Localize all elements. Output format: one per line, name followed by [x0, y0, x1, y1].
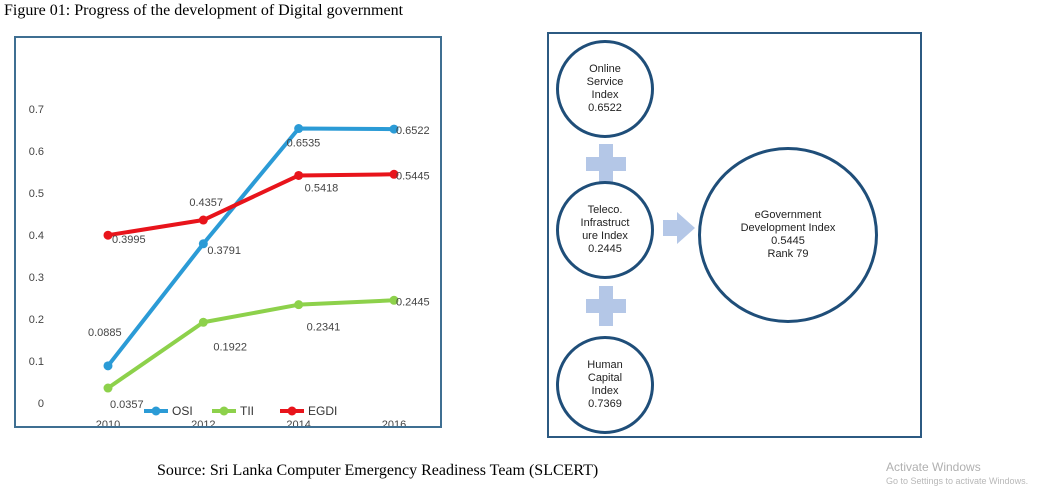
y-tick-label-0.6: 0.6 — [29, 146, 44, 158]
data-point-osi-2016 — [389, 124, 399, 134]
legend-label-osi: OSI — [172, 404, 193, 418]
series-line-tii — [106, 298, 396, 391]
data-point-osi-2012 — [198, 239, 208, 249]
egdi-line-1: eGovernment — [754, 209, 822, 221]
y-tick-label-0.2: 0.2 — [29, 314, 44, 326]
legend-marker-osi — [151, 406, 161, 416]
data-point-egdi-2010 — [103, 230, 113, 240]
data-label-egdi-2012: 0.4357 — [189, 197, 223, 209]
data-label-tii-2010: 0.0357 — [110, 399, 144, 411]
y-tick-label-0: 0 — [38, 398, 44, 410]
figure-title: Figure 01: Progress of the development o… — [4, 2, 404, 19]
data-label-osi-2014: 0.6535 — [287, 138, 321, 150]
egdi-diagram: Online Service Index 0.6522 Teleco. Infr… — [547, 32, 922, 438]
x-tick-label-2016: 2016 — [382, 419, 406, 426]
y-tick-label-0.7: 0.7 — [29, 104, 44, 116]
data-point-tii-2016 — [389, 295, 399, 305]
legend-label-tii: TII — [240, 404, 254, 418]
tii-line-1: Teleco. — [587, 204, 623, 216]
tii-value: 0.2445 — [588, 243, 622, 255]
line-chart-panel: 0 0.1 0.2 0.3 0.4 0.5 0.6 0.7 2010 2012 2014 2016 0.… — [14, 36, 442, 428]
data-label-tii-2014: 0.2341 — [307, 322, 341, 334]
y-tick-label-0.3: 0.3 — [29, 272, 44, 284]
egdi-line-2: Development Index — [740, 222, 836, 234]
tii-line-3: ure Index — [582, 230, 628, 242]
line-chart: 0 0.1 0.2 0.3 0.4 0.5 0.6 0.7 2010 2012 2014 2016 0.… — [29, 104, 430, 426]
data-label-tii-2012: 0.1922 — [213, 341, 247, 353]
hci-value: 0.7369 — [588, 398, 622, 410]
x-tick-label-2010: 2010 — [96, 419, 120, 426]
source-caption: Source: Sri Lanka Computer Emergency Rea… — [157, 462, 599, 479]
y-tick-label-0.1: 0.1 — [29, 356, 44, 368]
osi-circle: Online Service Index 0.6522 — [556, 40, 654, 138]
data-point-egdi-2014 — [294, 170, 304, 180]
osi-line-3: Index — [591, 89, 619, 101]
data-label-tii-2016: 0.2445 — [396, 296, 430, 308]
data-label-osi-2010: 0.0885 — [88, 327, 122, 339]
y-tick-label-0.4: 0.4 — [29, 230, 44, 242]
egdi-value: 0.5445 — [771, 235, 805, 247]
series-line-egdi — [106, 172, 396, 238]
egdi-rank: Rank 79 — [767, 248, 809, 260]
data-label-osi-2016: 0.6522 — [396, 125, 430, 137]
x-tick-label-2012: 2012 — [191, 419, 215, 426]
data-point-tii-2012 — [198, 317, 208, 327]
activate-windows-title: Activate Windows — [886, 460, 981, 474]
plus-icon — [586, 144, 626, 184]
data-point-egdi-2012 — [198, 215, 208, 225]
data-label-egdi-2010: 0.3995 — [112, 234, 146, 246]
data-point-tii-2010 — [103, 383, 113, 393]
osi-line-1: Online — [589, 63, 621, 75]
data-point-osi-2014 — [294, 124, 304, 134]
tii-circle: Teleco. Infrastruct ure Index 0.2445 — [556, 181, 654, 279]
data-point-egdi-2016 — [389, 169, 399, 179]
osi-value: 0.6522 — [588, 102, 622, 114]
arrow-right-icon — [663, 212, 695, 244]
data-label-egdi-2016: 0.5445 — [396, 170, 430, 182]
x-tick-label-2014: 2014 — [286, 419, 310, 426]
data-point-osi-2010 — [103, 361, 113, 371]
hci-line-3: Index — [591, 385, 619, 397]
series-line-osi — [106, 126, 396, 368]
data-label-egdi-2014: 0.5418 — [305, 182, 339, 194]
legend-marker-tii — [219, 406, 229, 416]
hci-line-1: Human — [587, 359, 623, 371]
osi-line-2: Service — [586, 76, 624, 88]
activate-windows-subtitle: Go to Settings to activate Windows. — [886, 476, 1029, 486]
data-label-osi-2012: 0.3791 — [207, 245, 241, 257]
tii-line-2: Infrastruct — [580, 217, 630, 229]
y-tick-label-0.5: 0.5 — [29, 188, 44, 200]
plus-icon — [586, 286, 626, 326]
hci-line-2: Capital — [587, 372, 623, 384]
hci-circle: Human Capital Index 0.7369 — [556, 336, 654, 434]
legend-label-egdi: EGDI — [308, 404, 337, 418]
legend-marker-egdi — [287, 406, 297, 416]
data-point-tii-2014 — [294, 300, 304, 310]
egdi-circle: eGovernment Development Index 0.5445 Ran… — [698, 147, 878, 323]
